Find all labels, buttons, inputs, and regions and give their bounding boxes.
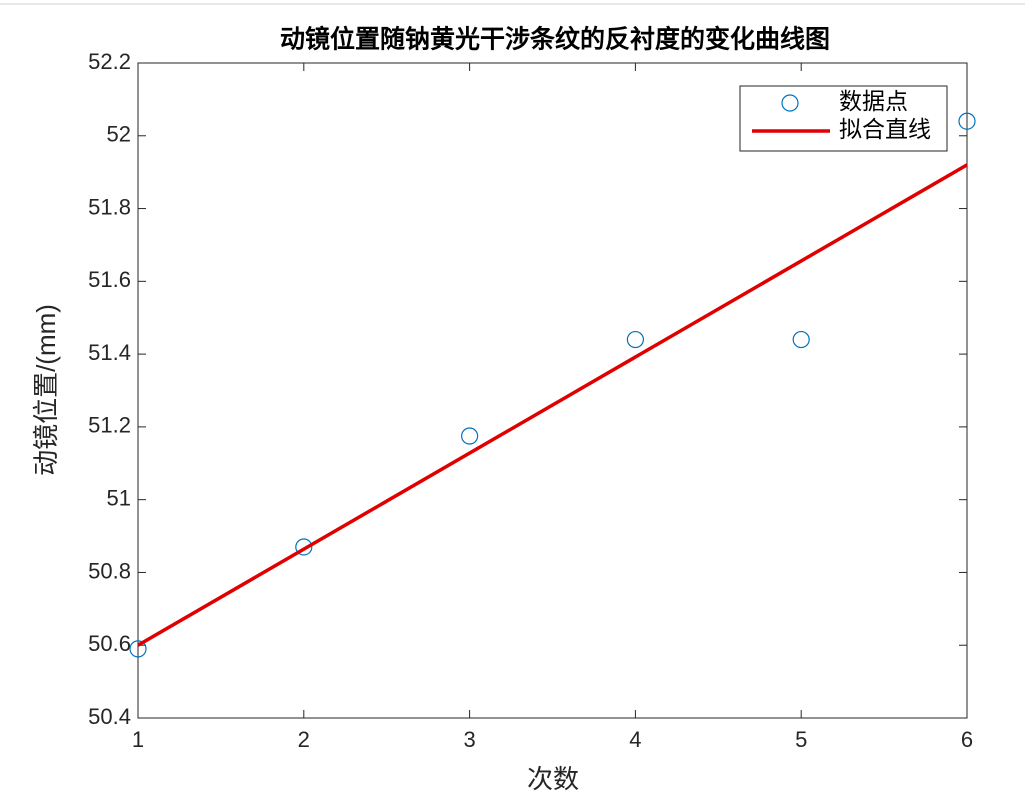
y-tick-label: 50.4 bbox=[88, 704, 131, 729]
legend-label: 拟合直线 bbox=[839, 116, 931, 142]
legend-box bbox=[739, 85, 948, 152]
y-tick-label: 51.2 bbox=[88, 413, 131, 438]
x-tick-label: 1 bbox=[132, 727, 144, 752]
data-point bbox=[461, 427, 479, 445]
y-tick-label: 51 bbox=[107, 485, 131, 510]
y-axis-label: 动镜位置/(mm) bbox=[31, 304, 61, 476]
data-point bbox=[792, 330, 810, 349]
data-point bbox=[958, 112, 976, 130]
legend-label: 数据点 bbox=[839, 88, 908, 114]
x-tick-label: 4 bbox=[629, 727, 641, 752]
data-point bbox=[295, 538, 313, 556]
plot-area bbox=[137, 62, 968, 719]
x-tick-label: 6 bbox=[961, 727, 973, 752]
y-tick-label: 51.8 bbox=[88, 194, 131, 219]
x-tick-label: 5 bbox=[795, 727, 807, 752]
data-point bbox=[626, 330, 645, 349]
y-tick-label: 51.6 bbox=[88, 267, 131, 292]
chart-title: 动镜位置随钠黄光干涉条纹的反衬度的变化曲线图 bbox=[280, 25, 830, 54]
data-point bbox=[129, 640, 147, 658]
x-axis-label: 次数 bbox=[527, 764, 579, 794]
y-tick-label: 50.8 bbox=[88, 558, 131, 583]
y-tick-label: 50.6 bbox=[88, 631, 131, 656]
x-tick-label: 2 bbox=[298, 727, 310, 752]
legend-marker bbox=[781, 94, 799, 112]
fit-line bbox=[137, 163, 968, 647]
y-tick-label: 52 bbox=[107, 122, 131, 147]
y-tick-label: 52.2 bbox=[88, 49, 131, 74]
y-tick-label: 51.4 bbox=[88, 340, 131, 365]
x-tick-label: 3 bbox=[463, 727, 475, 752]
